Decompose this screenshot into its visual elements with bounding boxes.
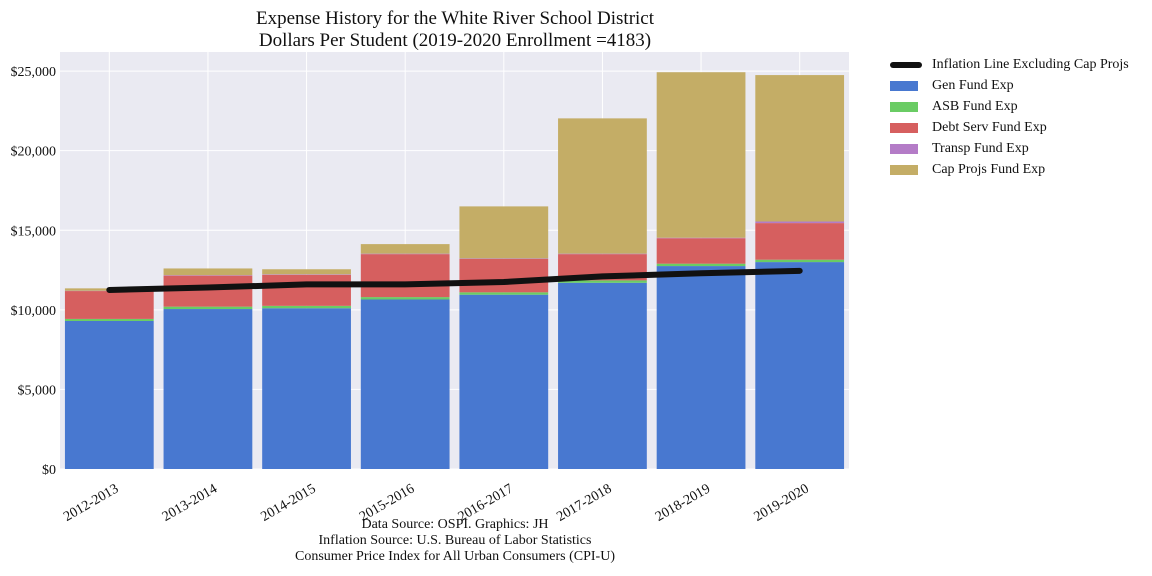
bar-debt-serv-fund-exp-2014-2015 [262,274,351,306]
bar-cap-projs-fund-exp-2019-2020 [755,75,845,222]
bar-asb-fund-exp-2016-2017 [459,292,549,295]
bar-transp-fund-exp-2019-2020 [755,221,845,224]
chart-subtitle: Dollars Per Student (2019-2020 Enrollmen… [258,30,652,51]
source-line-3: Consumer Price Index for All Urban Consu… [294,549,615,564]
bar-cap-projs-fund-exp-2013-2014 [163,268,253,276]
legend-swatch-inflation-line [890,61,922,68]
bar-debt-serv-fund-exp-2016-2017 [459,258,549,293]
bar-cap-projs-fund-exp-2015-2016 [360,244,450,254]
bar-gen-fund-exp-2016-2017 [459,294,549,469]
bar-gen-fund-exp-2015-2016 [360,299,450,469]
legend: Inflation Line Excluding Cap Projs Gen F… [890,54,1129,180]
bar-gen-fund-exp-2014-2015 [262,308,351,469]
bar-asb-fund-exp-2013-2014 [163,306,253,310]
source-line-2: Inflation Source: U.S. Bureau of Labor S… [318,533,592,548]
bar-debt-serv-fund-exp-2015-2016 [360,254,450,298]
y-tick-label: $25,000 [11,65,57,80]
legend-swatch-asb-fund [890,101,918,112]
legend-item-cap-projs-fund: Cap Projs Fund Exp [890,159,1129,180]
legend-swatch-cap-projs-fund [890,164,918,175]
bar-asb-fund-exp-2012-2013 [64,318,154,321]
chart-title: Expense History for the White River Scho… [255,8,655,29]
legend-label-gen-fund: Gen Fund Exp [932,77,1014,93]
bar-asb-fund-exp-2017-2018 [558,280,647,283]
y-tick-label: $5,000 [18,383,57,398]
bar-gen-fund-exp-2012-2013 [64,320,154,469]
bar-gen-fund-exp-2018-2019 [656,266,746,469]
bar-debt-serv-fund-exp-2019-2020 [755,223,845,260]
bar-asb-fund-exp-2018-2019 [656,263,746,267]
legend-label-cap-projs-fund: Cap Projs Fund Exp [932,161,1046,177]
bar-asb-fund-exp-2015-2016 [360,297,450,300]
bar-cap-projs-fund-exp-2017-2018 [558,118,647,254]
legend-label-asb-fund: ASB Fund Exp [932,98,1018,114]
legend-label-debt-serv-fund: Debt Serv Fund Exp [932,119,1047,135]
bar-asb-fund-exp-2014-2015 [262,305,351,309]
y-tick-label: $20,000 [11,145,57,160]
legend-label-transp-fund: Transp Fund Exp [932,140,1029,156]
bar-gen-fund-exp-2013-2014 [163,309,253,469]
legend-item-transp-fund: Transp Fund Exp [890,138,1129,159]
legend-swatch-gen-fund [890,80,918,91]
bar-cap-projs-fund-exp-2014-2015 [262,269,351,275]
y-tick-label: $10,000 [11,304,57,319]
legend-swatch-debt-serv-fund [890,122,918,133]
legend-item-asb-fund: ASB Fund Exp [890,96,1129,117]
bar-cap-projs-fund-exp-2018-2019 [656,72,746,238]
legend-item-gen-fund: Gen Fund Exp [890,75,1129,96]
legend-label-inflation-line: Inflation Line Excluding Cap Projs [932,56,1129,72]
bar-asb-fund-exp-2019-2020 [755,259,845,263]
legend-swatch-transp-fund [890,143,918,154]
bar-gen-fund-exp-2019-2020 [755,262,845,469]
bar-debt-serv-fund-exp-2012-2013 [64,291,154,319]
legend-item-inflation-line: Inflation Line Excluding Cap Projs [890,54,1129,75]
y-tick-label: $15,000 [11,224,57,239]
y-tick-label: $0 [42,463,56,478]
legend-item-debt-serv-fund: Debt Serv Fund Exp [890,117,1129,138]
source-line-1: Data Source: OSPI. Graphics: JH [361,517,549,532]
bar-debt-serv-fund-exp-2018-2019 [656,238,746,264]
bar-cap-projs-fund-exp-2016-2017 [459,206,549,259]
bar-gen-fund-exp-2017-2018 [558,282,647,469]
inflation-line [106,267,803,293]
